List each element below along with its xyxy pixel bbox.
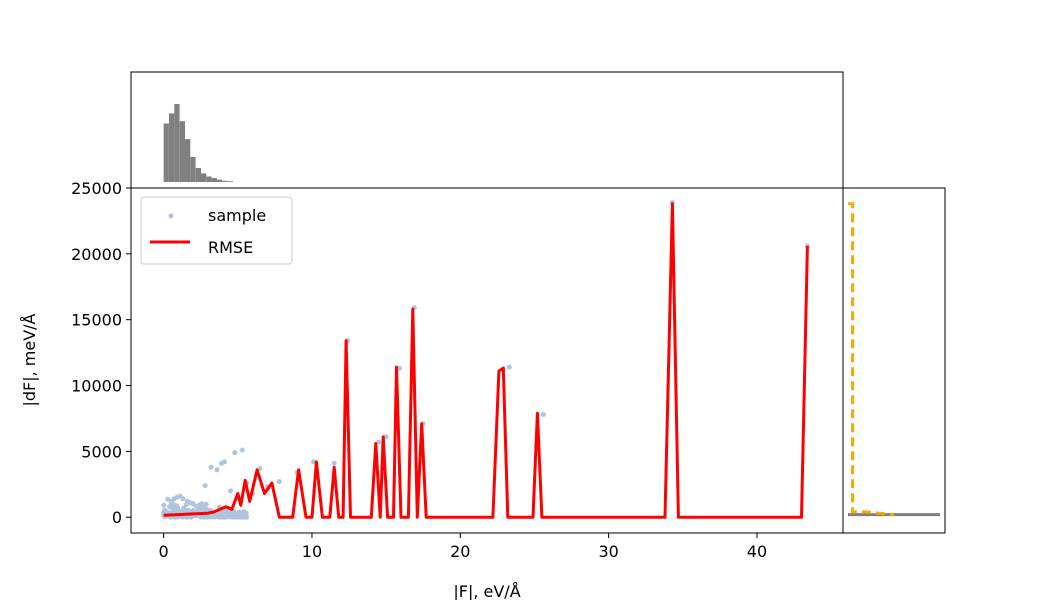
sample-point — [238, 510, 244, 515]
histogram-bar — [222, 180, 228, 182]
sample-point — [190, 501, 196, 507]
histogram-bar — [217, 179, 223, 182]
sample-point — [239, 447, 245, 453]
histogram-bar — [174, 104, 180, 182]
y-tick-label: 0 — [112, 508, 122, 527]
right-panel-dashed-line — [848, 202, 895, 517]
sample-point — [331, 460, 337, 466]
y-tick-label: 5000 — [81, 442, 122, 461]
sample-point — [383, 434, 389, 440]
top-histogram-frame — [130, 71, 844, 189]
right-marginal-panel — [842, 187, 946, 534]
histogram-bar — [211, 178, 217, 182]
right-panel-frame — [842, 187, 946, 534]
histogram-bar — [163, 123, 169, 182]
sample-point — [376, 439, 382, 445]
sample-point — [540, 412, 546, 417]
sample-point — [184, 498, 190, 504]
sample-point — [276, 479, 282, 485]
x-tick-label: 0 — [159, 542, 169, 561]
histogram-bar — [201, 173, 207, 182]
legend: sample RMSE — [140, 196, 293, 265]
y-tick-label: 20000 — [71, 245, 122, 264]
legend-sample-marker — [168, 213, 174, 219]
sample-point — [237, 514, 243, 519]
histogram-bar — [206, 176, 212, 182]
sample-point — [164, 509, 170, 515]
sample-point — [172, 503, 178, 509]
histogram-bar — [195, 168, 201, 182]
histogram-bar — [227, 181, 233, 182]
legend-rmse-label: RMSE — [208, 238, 253, 257]
sample-point — [167, 504, 173, 510]
y-tick-label: 10000 — [71, 377, 122, 396]
sample-point — [243, 511, 249, 517]
sample-point — [397, 365, 402, 371]
sample-point — [227, 488, 233, 494]
top-histogram-panel — [130, 71, 844, 189]
sample-point — [203, 501, 209, 507]
y-tick-label: 15000 — [71, 311, 122, 330]
sample-point — [161, 502, 167, 508]
sample-point — [224, 508, 230, 514]
histogram-bar — [185, 139, 191, 182]
x-axis-label: |F|, eV/Å — [453, 582, 520, 600]
top-histogram-bars — [163, 104, 233, 182]
sample-point — [311, 459, 316, 465]
sample-point — [257, 466, 263, 471]
sample-point — [202, 483, 208, 489]
x-axis-ticks: 0 10 20 30 40 — [159, 533, 767, 561]
x-tick-label: 20 — [450, 542, 470, 561]
y-axis-ticks: 0 5000 10000 15000 20000 25000 — [71, 179, 131, 527]
sample-point — [214, 467, 220, 473]
sample-point — [221, 459, 227, 465]
sample-point — [196, 502, 202, 508]
sample-point — [232, 450, 238, 456]
x-tick-label: 40 — [747, 542, 767, 561]
legend-sample-label: sample — [208, 206, 266, 225]
main-plot-panel: 0 10 20 30 40 0 5000 10000 15000 20000 25000 |F|,… — [20, 179, 844, 600]
sample-point — [506, 364, 512, 370]
sample-point — [180, 496, 186, 502]
y-axis-label: |dF|, meV/Å — [20, 313, 39, 406]
sample-point — [185, 508, 191, 514]
legend-box — [140, 196, 293, 265]
rmse-line-series — [163, 202, 809, 519]
sample-point — [215, 513, 221, 519]
x-tick-label: 10 — [302, 542, 322, 561]
sample-point — [224, 513, 230, 519]
histogram-bar — [190, 157, 196, 182]
histogram-bar — [169, 113, 175, 182]
sample-point — [208, 464, 214, 470]
x-tick-label: 30 — [598, 542, 618, 561]
y-tick-label: 25000 — [71, 179, 122, 198]
histogram-bar — [179, 121, 185, 182]
